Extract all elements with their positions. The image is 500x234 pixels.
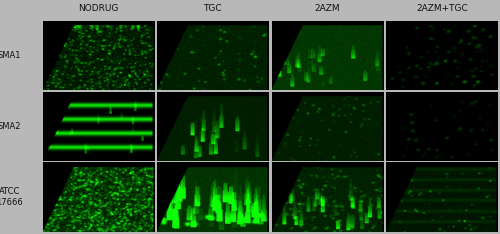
Text: SMA1: SMA1 (0, 51, 21, 60)
Text: ATCC
17666: ATCC 17666 (0, 187, 22, 207)
Text: SMA2: SMA2 (0, 122, 21, 131)
Text: 2AZM+TGC: 2AZM+TGC (416, 4, 468, 12)
Text: NODRUG: NODRUG (78, 4, 118, 12)
Text: 2AZM: 2AZM (314, 4, 340, 12)
Text: TGC: TGC (204, 4, 222, 12)
